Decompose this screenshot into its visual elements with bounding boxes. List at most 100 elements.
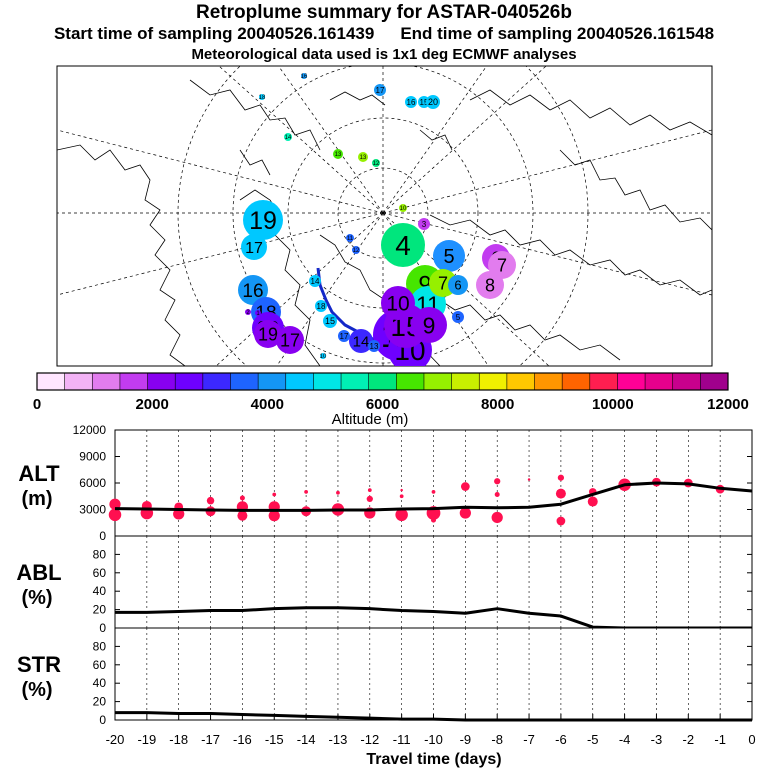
x-tick-label: -15	[265, 732, 284, 747]
x-tick-label: -17	[201, 732, 220, 747]
plume-cluster-circle	[276, 326, 304, 354]
plume-cluster-label: 11	[347, 236, 354, 242]
y-tick-label: 0	[99, 529, 106, 543]
colorbar-swatch	[119, 373, 149, 390]
y-tick-label: 80	[93, 639, 107, 653]
plume-cluster-label: 14	[311, 277, 320, 286]
plume-cluster-label: 14	[353, 333, 370, 350]
plume-cluster-circle	[418, 218, 430, 230]
plume-cluster-circle	[368, 340, 380, 352]
cluster-marker	[109, 498, 121, 510]
plume-cluster-label: 18	[259, 95, 266, 101]
x-tick-label: -6	[555, 732, 567, 747]
plume-cluster-circle	[352, 246, 360, 254]
x-tick-label: -5	[587, 732, 599, 747]
plume-cluster-label: 20	[428, 97, 438, 107]
plume-cluster-label: 13	[360, 155, 367, 161]
cluster-marker	[304, 489, 308, 494]
cluster-marker	[395, 508, 408, 522]
colorbar-axis-label: Altitude (m)	[332, 411, 409, 428]
plume-cluster-circle	[433, 240, 465, 272]
colorbar-swatch	[64, 373, 93, 390]
x-tick-label: -3	[651, 732, 663, 747]
plume-cluster-circle	[448, 275, 468, 295]
panel-ylabel-unit: (%)	[21, 587, 52, 609]
cluster-marker	[336, 490, 340, 495]
colorbar-tick-label: 4000	[251, 396, 284, 413]
plume-clusters: 1618171615201413121310191745673891176161…	[238, 73, 516, 366]
plume-cluster-label: 15	[325, 316, 335, 326]
cluster-marker	[491, 511, 503, 524]
plume-cluster-circle	[476, 271, 504, 299]
y-tick-label: 80	[93, 547, 107, 561]
cluster-marker	[268, 510, 280, 522]
plume-cluster-circle	[381, 286, 415, 320]
cluster-marker	[527, 478, 531, 481]
plume-cluster-label: 17	[280, 330, 300, 350]
sampling-times: Start time of sampling 20040526.161439 En…	[0, 24, 768, 44]
colorbar-swatch	[617, 373, 646, 390]
colorbar-swatch	[700, 373, 729, 390]
plume-cluster-label: 10	[386, 293, 409, 316]
colorbar-swatch	[396, 373, 425, 390]
panel-alt: 0 3000 6000 9000 12000 ALT(m)	[18, 423, 753, 543]
colorbar-tick-label: 0	[33, 396, 41, 413]
plume-cluster-circle	[245, 309, 251, 315]
plume-cluster-circle	[452, 311, 464, 323]
plume-cluster-label: 14	[285, 135, 292, 141]
plume-cluster-label: 18	[317, 302, 326, 311]
plume-cluster-circle	[372, 159, 380, 167]
colorbar-swatch	[258, 373, 287, 390]
time-series-panels: 030006000900012000ALT(m)020406080ABL(%)0…	[16, 423, 755, 768]
plume-cluster-circle	[338, 330, 350, 342]
y-tick-label: 3000	[79, 503, 106, 517]
plume-cluster-label: 6	[454, 278, 461, 293]
plume-cluster-label: 2	[246, 310, 250, 316]
plume-cluster-label: 17	[245, 240, 263, 257]
x-tick-label: -1	[714, 732, 726, 747]
colorbar-swatch	[147, 373, 176, 390]
colorbar-tick-label: 10000	[592, 396, 634, 413]
x-tick-label: -13	[329, 732, 348, 747]
y-tick-label: 20	[93, 695, 107, 709]
plume-cluster-label: 8	[485, 275, 495, 295]
plume-cluster-label: 7	[438, 273, 448, 293]
colorbar-swatch	[451, 373, 480, 390]
cluster-marker	[237, 510, 248, 521]
panel-ylabel: ALT	[18, 461, 60, 486]
x-tick-label: -16	[233, 732, 252, 747]
plume-cluster-circle	[309, 275, 321, 287]
plume-cluster-label: 17	[376, 86, 385, 95]
colorbar-swatch	[479, 373, 508, 390]
plume-cluster-circle	[323, 314, 337, 328]
plume-cluster-label: 19	[249, 207, 277, 235]
plume-cluster-label: 17	[340, 332, 349, 341]
plume-cluster-label: 19	[258, 324, 278, 344]
plume-cluster-label: 16	[301, 74, 308, 80]
x-axis-label: Travel time (days)	[366, 751, 501, 768]
y-tick-label: 60	[93, 566, 107, 580]
x-tick-label: -7	[523, 732, 535, 747]
x-tick-label: -12	[360, 732, 379, 747]
plume-cluster-circle	[301, 73, 307, 79]
plume-cluster-circle	[349, 329, 373, 353]
plume-cluster-label: 15	[420, 98, 429, 107]
cluster-marker	[431, 489, 436, 494]
colorbar-tick-label: 8000	[481, 396, 514, 413]
plume-cluster-circle	[243, 200, 283, 240]
panel-ylabel: STR	[17, 652, 61, 677]
cluster-marker	[366, 495, 373, 503]
y-tick-label: 0	[99, 713, 106, 727]
met-data-note: Meteorological data used is 1x1 deg ECMW…	[191, 46, 577, 63]
x-tick-label: -19	[137, 732, 156, 747]
cluster-marker	[494, 491, 500, 497]
colorbar-swatch	[313, 373, 342, 390]
plume-cluster-label: 16	[407, 98, 416, 107]
colorbar-tick-label: 2000	[135, 396, 168, 413]
y-tick-label: 40	[93, 676, 107, 690]
y-tick-label: 12000	[73, 423, 107, 437]
plume-cluster-label: 12	[373, 161, 380, 167]
colorbar-swatch	[92, 373, 121, 390]
panel-ylabel: ABL	[16, 560, 61, 585]
